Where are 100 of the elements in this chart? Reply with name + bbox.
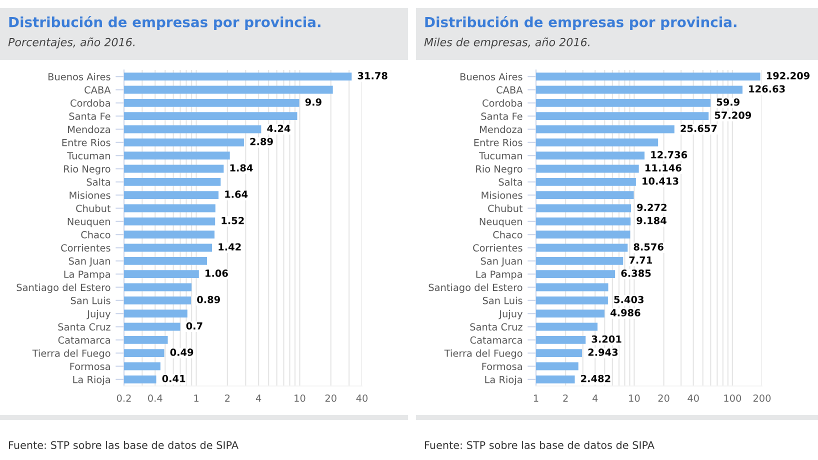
- x-tick-label: 2: [225, 394, 230, 402]
- data-label: 2.89: [250, 138, 273, 146]
- data-label: 1.84: [230, 164, 253, 172]
- y-tick-label: Catamarca: [58, 336, 110, 344]
- data-label: 9.184: [636, 216, 666, 224]
- data-label: 11.146: [645, 164, 682, 172]
- data-label: 2.943: [588, 348, 618, 356]
- y-tick-label: Rio Negro: [476, 165, 522, 174]
- x-tick-label: 0.4: [148, 394, 162, 402]
- x-tick-label: 1: [194, 394, 198, 402]
- chart-title: Distribución de empresas por provincia.: [9, 16, 320, 30]
- data-label: 7.71: [629, 256, 652, 264]
- x-tick-label: 20: [658, 394, 670, 402]
- y-tick-label: Chaco: [493, 230, 522, 238]
- y-tick-label: Santiago del Estero: [428, 284, 522, 293]
- x-tick-label: 2: [563, 394, 568, 402]
- y-tick-label: Santa Cruz: [470, 323, 522, 331]
- y-tick-label: Tierra del Fuego: [444, 349, 522, 359]
- data-label: 10.413: [642, 177, 678, 185]
- y-tick-label: CABA: [496, 86, 523, 94]
- data-label: 126.63: [749, 85, 785, 93]
- data-label: 192.209: [766, 72, 810, 80]
- y-tick-label: Rio Negro: [64, 165, 110, 174]
- y-tick-label: Formosa: [70, 362, 110, 370]
- y-tick-label: Formosa: [482, 362, 522, 370]
- y-tick-label: San Juan: [480, 257, 522, 267]
- x-tick-label: 100: [724, 394, 742, 402]
- y-tick-label: San Luis: [70, 296, 110, 304]
- data-label: 1.42: [218, 243, 241, 250]
- data-label: 25.657: [680, 124, 717, 132]
- y-tick-label: Neuquen: [68, 218, 110, 228]
- y-tick-label: Mendoza: [480, 126, 522, 134]
- data-label: 2.482: [581, 374, 610, 382]
- y-tick-label: Tierra del Fuego: [32, 349, 110, 359]
- y-tick-label: Chaco: [81, 230, 110, 238]
- x-tick-label: 200: [753, 394, 771, 402]
- y-tick-label: Jujuy: [86, 310, 111, 320]
- y-tick-label: Santa Cruz: [58, 323, 110, 331]
- data-label: 0.7: [186, 322, 202, 330]
- y-tick-label: Salta: [498, 178, 522, 186]
- y-tick-label: Tucuman: [67, 152, 110, 160]
- data-label: 1.52: [222, 216, 244, 224]
- data-label: 1.64: [225, 190, 248, 198]
- y-tick-label: La Pampa: [476, 270, 522, 280]
- y-tick-label: Entre Rios: [474, 138, 522, 146]
- data-label: 9.9: [305, 98, 322, 106]
- y-tick-label: Cordoba: [482, 99, 522, 107]
- x-tick-label: 10: [629, 394, 640, 402]
- data-label: 6.385: [621, 270, 651, 277]
- data-label: 4.986: [610, 309, 640, 316]
- x-tick-label: 20: [325, 394, 336, 402]
- y-tick-label: Mendoza: [68, 126, 110, 134]
- x-tick-label: 40: [688, 394, 699, 402]
- data-label: 1.06: [206, 270, 228, 277]
- y-tick-label: San Luis: [482, 296, 522, 304]
- x-tick-label: 40: [356, 394, 368, 402]
- data-label: 57.209: [714, 112, 752, 119]
- data-label: 8.576: [634, 243, 664, 251]
- y-tick-label: Jujuy: [498, 310, 523, 320]
- data-label: 5.403: [614, 296, 644, 304]
- y-tick-label: Misiones: [482, 191, 522, 199]
- chart-subtitle: Miles de empresas, año 2016.: [424, 38, 590, 48]
- y-tick-label: Santa Fe: [69, 112, 110, 120]
- data-label: 0.41: [162, 374, 186, 382]
- y-tick-label: Buenos Aires: [460, 72, 522, 80]
- data-label: 12.736: [651, 151, 688, 158]
- y-tick-label: San Juan: [68, 257, 110, 267]
- y-tick-label: Corrientes: [473, 244, 522, 252]
- y-tick-label: Buenos Aires: [48, 72, 110, 80]
- y-tick-label: Santa Fe: [481, 112, 522, 120]
- y-tick-label: CABA: [84, 86, 111, 94]
- x-tick-label: 1: [534, 394, 538, 402]
- x-tick-label: 4: [256, 394, 262, 402]
- x-tick-label: 0.2: [116, 394, 131, 402]
- y-tick-label: Entre Rios: [62, 138, 110, 146]
- data-label: 59.9: [716, 98, 740, 106]
- chart-subtitle: Porcentajes, año 2016.: [8, 38, 135, 48]
- data-label: 4.24: [267, 124, 290, 132]
- y-tick-label: Corrientes: [61, 244, 110, 252]
- x-tick-label: 10: [294, 394, 306, 402]
- data-label: 0.49: [170, 348, 194, 356]
- y-tick-label: La Rioja: [73, 376, 110, 386]
- y-tick-label: Misiones: [70, 191, 110, 199]
- y-tick-label: La Rioja: [485, 376, 522, 386]
- x-tick-label: 4: [592, 394, 598, 402]
- y-tick-label: Chubut: [76, 204, 111, 212]
- y-tick-label: Neuquen: [480, 218, 522, 228]
- y-tick-label: La Pampa: [64, 270, 110, 280]
- y-tick-label: Tucuman: [479, 152, 522, 160]
- y-tick-label: Salta: [86, 178, 110, 186]
- chart-title: Distribución de empresas por provincia.: [425, 16, 736, 30]
- data-label: 9.272: [637, 204, 666, 212]
- y-tick-label: Cordoba: [70, 99, 110, 107]
- source-note: Fuente: STP sobre las base de datos de SIPA: [9, 440, 238, 450]
- data-label: 31.78: [358, 72, 388, 80]
- data-label: 0.89: [197, 296, 220, 304]
- y-tick-label: Catamarca: [470, 336, 522, 344]
- y-tick-label: Chubut: [488, 204, 523, 212]
- data-label: 3.201: [592, 335, 622, 343]
- y-tick-label: Santiago del Estero: [16, 284, 110, 293]
